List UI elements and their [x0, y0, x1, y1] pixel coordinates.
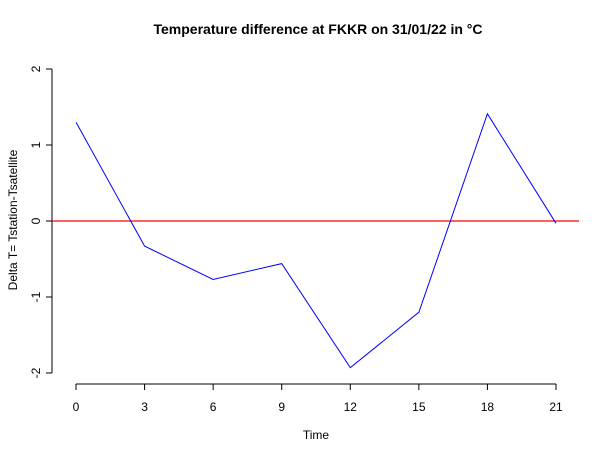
x-tick-label: 21 — [549, 400, 563, 414]
series-line-delta-t — [75, 112, 557, 369]
x-axis-label: Time — [303, 428, 330, 442]
y-ticks: -2 -1 0 1 2 — [29, 65, 52, 378]
y-tick-label: 2 — [29, 65, 43, 72]
x-tick-label: 15 — [412, 400, 426, 414]
x-axis: 0 3 6 9 12 15 18 21 — [73, 383, 563, 414]
plot-area — [52, 112, 579, 369]
x-tick-label: 12 — [344, 400, 358, 414]
x-ticks: 0 3 6 9 12 15 18 21 — [73, 384, 563, 414]
y-axis: -2 -1 0 1 2 — [29, 65, 53, 378]
y-tick-label: -1 — [29, 291, 43, 302]
x-tick-label: 18 — [481, 400, 495, 414]
x-tick-label: 0 — [73, 400, 80, 414]
y-tick-label: 1 — [29, 141, 43, 148]
chart-title: Temperature difference at FKKR on 31/01/… — [154, 21, 483, 37]
x-tick-label: 9 — [278, 400, 285, 414]
y-tick-label: 0 — [29, 217, 43, 224]
x-tick-label: 3 — [141, 400, 148, 414]
x-tick-label: 6 — [210, 400, 217, 414]
y-axis-label: Delta T= Tstation-Tsatellite — [6, 149, 20, 290]
y-tick-label: -2 — [29, 367, 43, 378]
